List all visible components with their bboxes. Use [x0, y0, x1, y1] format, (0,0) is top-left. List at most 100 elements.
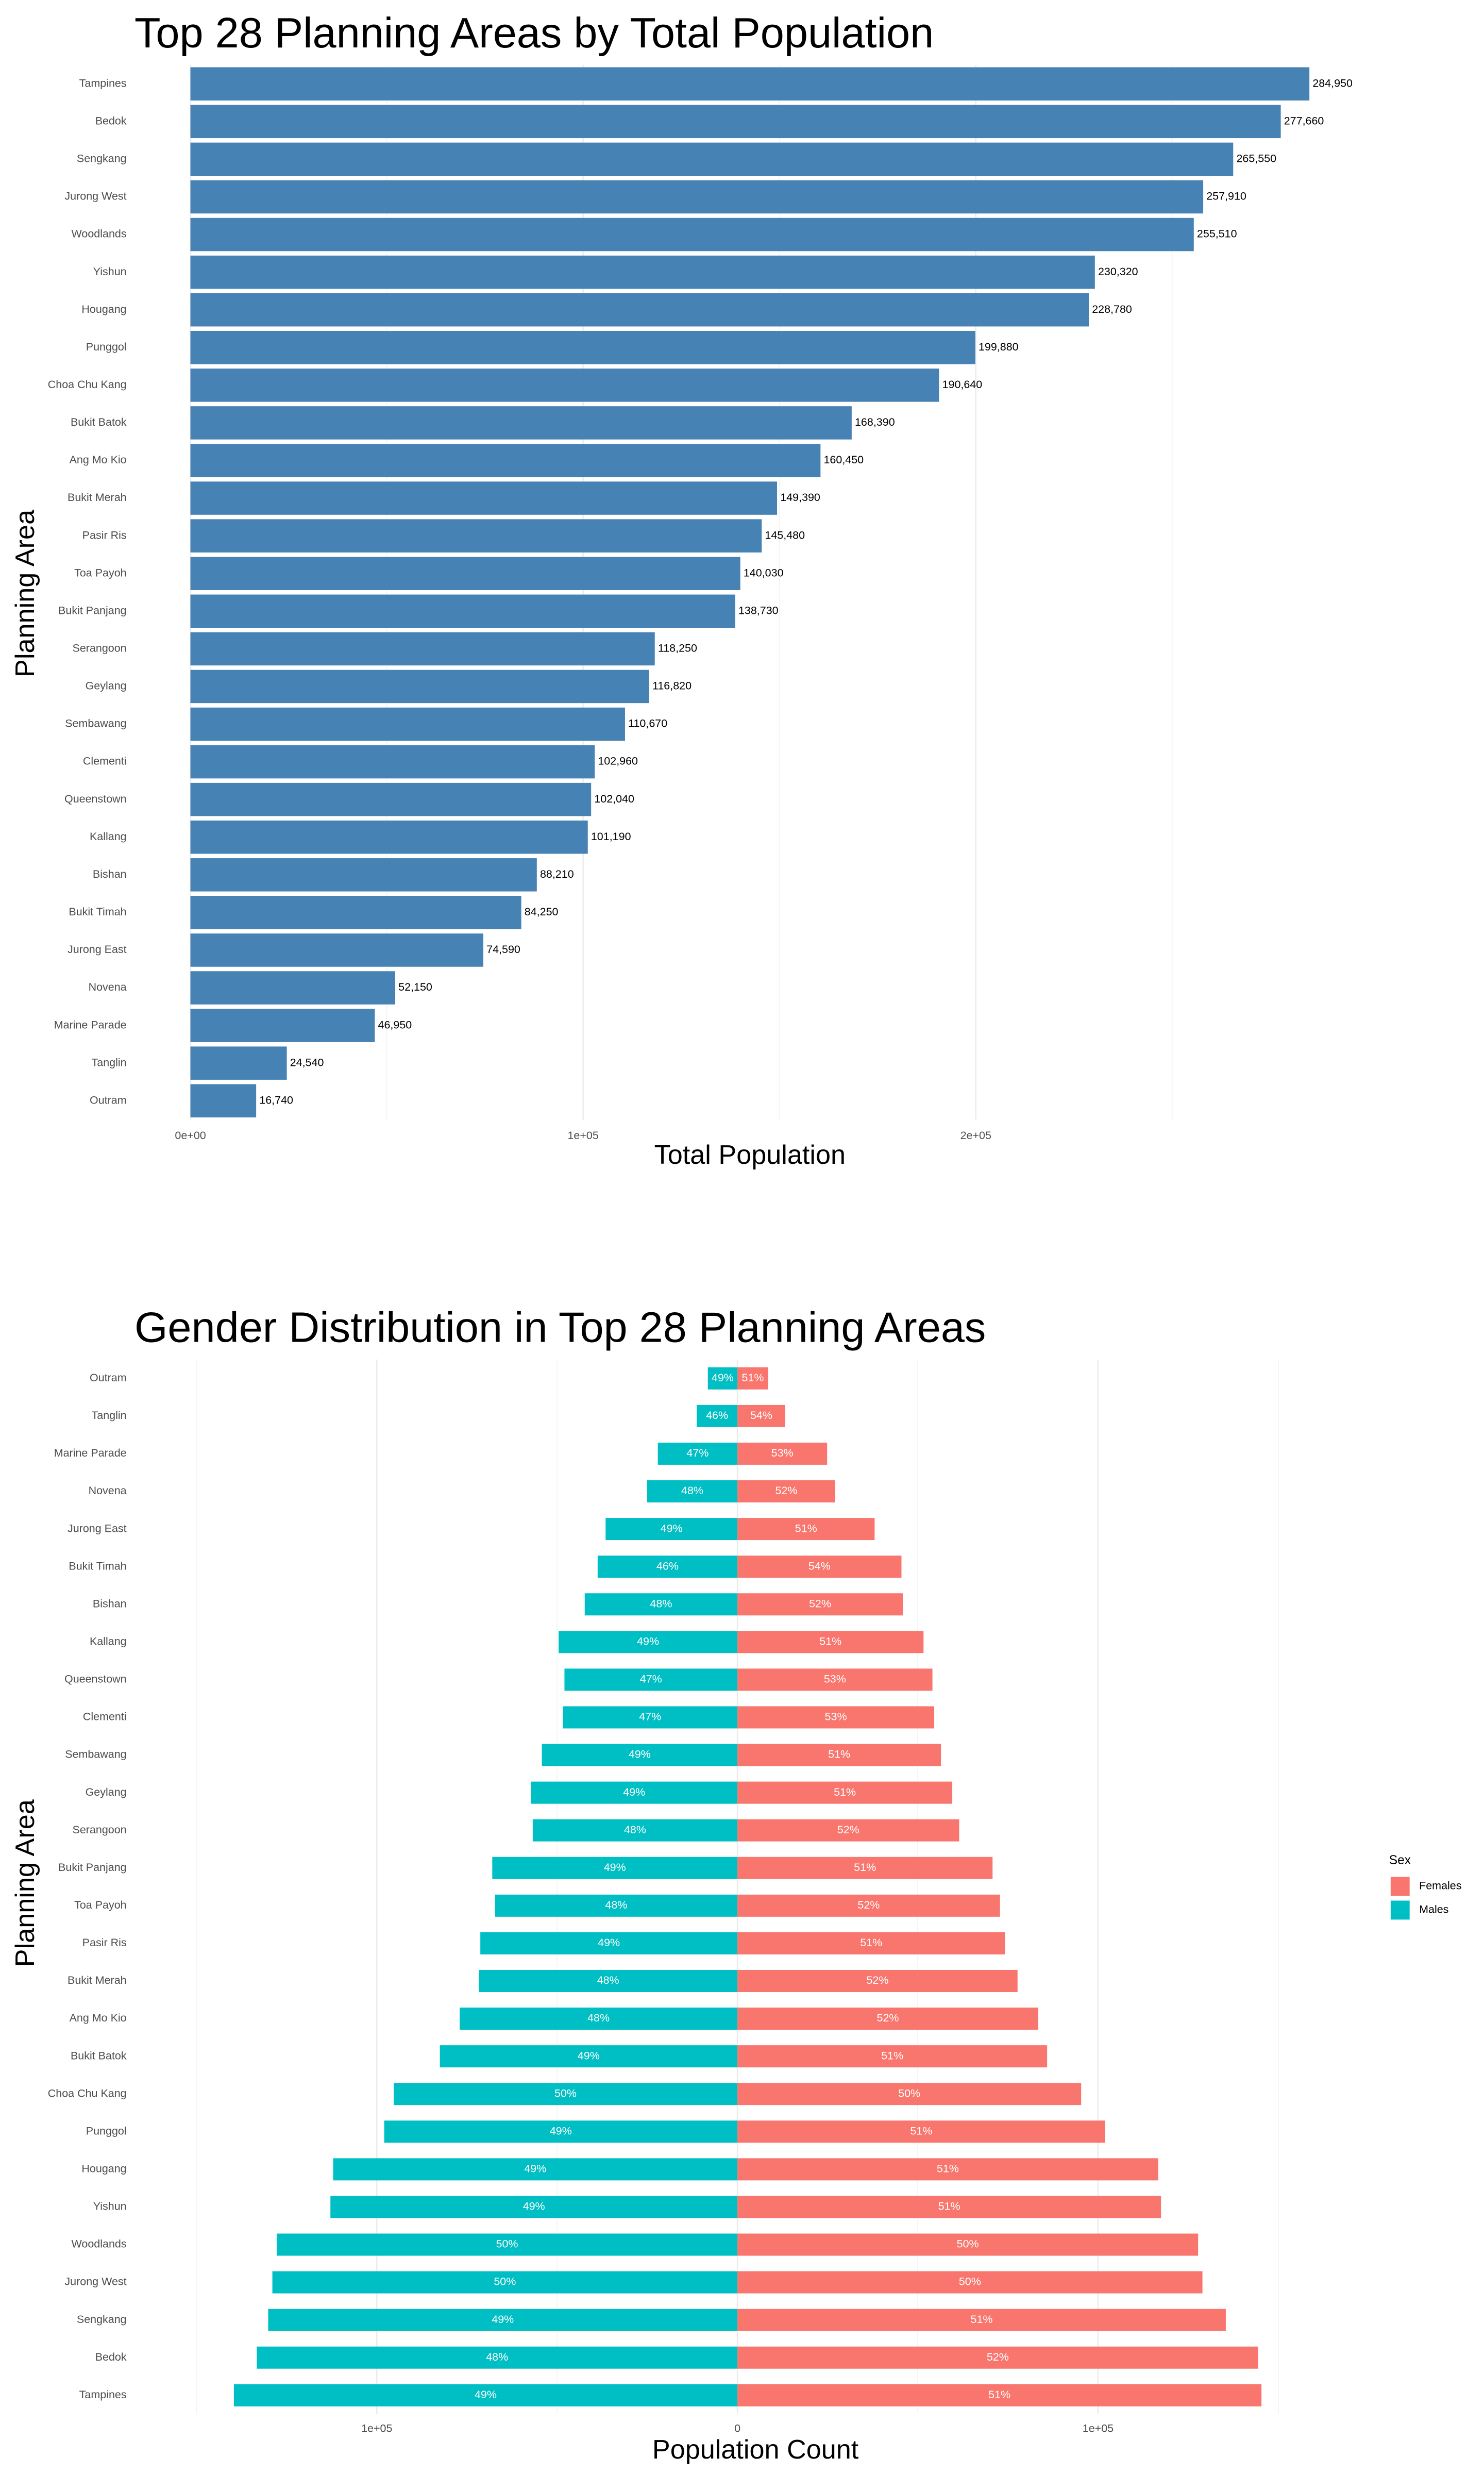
y-tick-label: Punggol	[86, 341, 127, 353]
bar	[393, 2083, 738, 2105]
y-tick-label: Tampines	[79, 2388, 127, 2401]
y-tick-label: Bukit Merah	[68, 1974, 127, 1986]
bar	[737, 1442, 828, 1465]
bar	[737, 1706, 935, 1729]
x-axis-title: Population Count	[652, 2435, 859, 2465]
value-label: 84,250	[525, 906, 559, 918]
bar	[190, 519, 762, 553]
share-label: 50%	[957, 2238, 979, 2250]
y-tick-label: Marine Parade	[54, 1447, 127, 1459]
bar	[737, 2158, 1158, 2181]
bar	[190, 293, 1089, 327]
bar	[190, 782, 592, 816]
bar	[737, 1367, 768, 1390]
share-label: 51%	[795, 1522, 817, 1534]
bar	[190, 255, 1095, 289]
bar	[190, 820, 588, 854]
y-tick-label: Tanglin	[92, 1056, 127, 1068]
bar	[190, 707, 625, 741]
y-tick-label: Bedok	[95, 2351, 127, 2363]
value-label: 230,320	[1098, 265, 1138, 278]
y-tick-label: Sengkang	[77, 153, 127, 165]
value-label: 24,540	[290, 1056, 324, 1068]
value-label: 265,550	[1236, 153, 1276, 165]
bar	[737, 1932, 1005, 1954]
bar	[190, 406, 852, 440]
share-label: 48%	[587, 2012, 610, 2024]
share-label: 47%	[640, 1673, 662, 1685]
bar	[737, 2083, 1082, 2105]
bar	[737, 2008, 1038, 2030]
bar	[257, 2346, 738, 2369]
share-label: 54%	[750, 1409, 772, 1422]
share-label: 53%	[824, 1673, 846, 1685]
bar	[737, 2045, 1048, 2068]
y-tick-label: Novena	[89, 981, 127, 993]
y-tick-label: Ang Mo Kio	[70, 2012, 127, 2024]
bar	[737, 1593, 903, 1616]
y-tick-label: Ang Mo Kio	[70, 454, 127, 466]
value-label: 102,960	[598, 755, 638, 767]
y-tick-label: Outram	[90, 1094, 127, 1106]
y-axis-title: Planning Area	[10, 509, 40, 677]
share-label: 51%	[938, 2200, 960, 2213]
value-label: 140,030	[744, 566, 784, 579]
share-label: 48%	[650, 1597, 672, 1610]
bar	[190, 1084, 257, 1117]
share-label: 51%	[881, 2049, 903, 2062]
share-label: 51%	[741, 1372, 764, 1384]
bar	[384, 2120, 738, 2143]
y-tick-label: Choa Chu Kang	[48, 378, 127, 391]
value-label: 145,480	[765, 529, 805, 541]
y-tick-label: Outram	[90, 1372, 127, 1384]
x-tick-label: 2e+05	[960, 1129, 991, 1142]
legend-label: Females	[1419, 1880, 1461, 1892]
y-tick-label: Tanglin	[92, 1409, 127, 1422]
share-label: 51%	[819, 1635, 841, 1647]
bar	[495, 1894, 738, 1917]
y-tick-label: Pasir Ris	[82, 529, 127, 541]
legend-swatch	[1390, 1877, 1410, 1896]
y-tick-label: Choa Chu Kang	[48, 2087, 127, 2099]
y-tick-label: Kallang	[90, 830, 127, 843]
share-label: 48%	[486, 2351, 508, 2363]
y-tick-label: Hougang	[81, 303, 126, 315]
value-label: 88,210	[540, 868, 574, 880]
bar	[190, 444, 821, 477]
bar	[333, 2158, 738, 2181]
share-label: 52%	[987, 2351, 1009, 2363]
share-label: 51%	[937, 2163, 959, 2175]
value-label: 46,950	[378, 1018, 412, 1031]
share-label: 49%	[623, 1786, 645, 1798]
share-label: 49%	[712, 1372, 734, 1384]
bar	[737, 1744, 941, 1766]
share-label: 51%	[971, 2313, 993, 2326]
x-tick-label: 0	[734, 2422, 740, 2435]
y-tick-label: Serangoon	[73, 642, 127, 655]
bar	[737, 1857, 993, 1879]
bar	[737, 1819, 959, 1842]
value-label: 168,390	[855, 416, 895, 428]
bar	[737, 1556, 902, 1578]
value-label: 255,510	[1197, 228, 1237, 240]
y-tick-label: Tampines	[79, 77, 127, 89]
bar	[584, 1593, 738, 1616]
bar	[657, 1442, 738, 1465]
x-tick-label: 1e+05	[361, 2422, 392, 2435]
share-label: 49%	[661, 1522, 683, 1534]
value-label: 116,820	[652, 680, 692, 692]
bar	[190, 67, 1310, 101]
bar	[190, 632, 655, 666]
value-label: 110,670	[628, 717, 667, 730]
share-label: 52%	[837, 1824, 859, 1836]
y-tick-label: Hougang	[81, 2163, 126, 2175]
share-label: 49%	[598, 1936, 620, 1949]
bar	[190, 1046, 287, 1080]
bar	[737, 2271, 1203, 2294]
share-label: 51%	[828, 1748, 850, 1761]
bar	[737, 1631, 924, 1653]
y-tick-label: Sembawang	[65, 717, 126, 730]
bar	[707, 1367, 738, 1390]
share-label: 52%	[857, 1899, 880, 1911]
y-tick-label: Bukit Timah	[69, 906, 126, 918]
